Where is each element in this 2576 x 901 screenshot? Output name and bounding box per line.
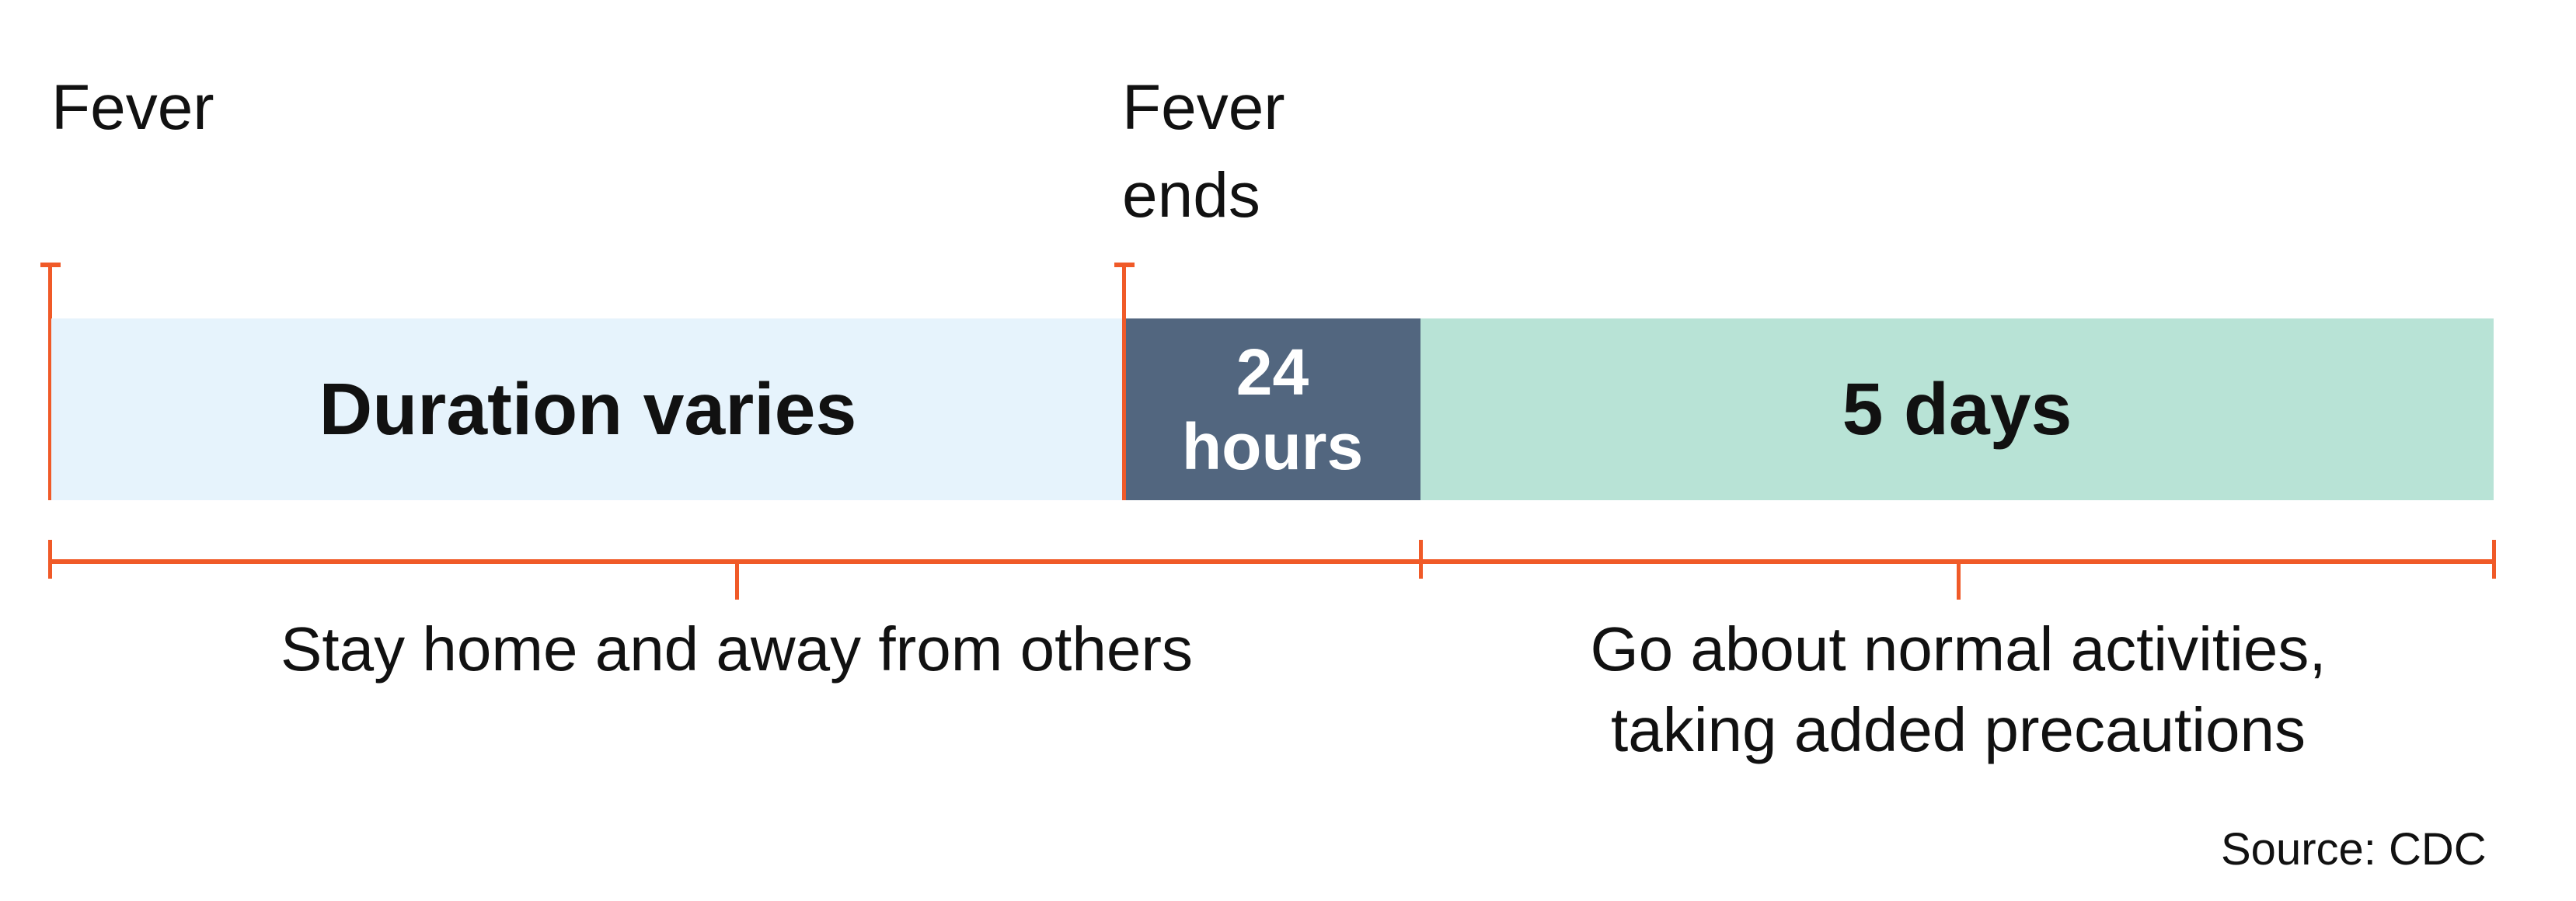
fever-ends-line-2: ends — [1122, 160, 1260, 231]
bracket-divider-tick — [1419, 540, 1423, 579]
bracket-end-tick-right — [2492, 540, 2496, 579]
segment-5-days: 5 days — [1420, 318, 2494, 500]
phase-label-line-2: taking added precautions — [1611, 695, 2306, 764]
bracket-end-tick-left — [48, 540, 52, 579]
phase-2-pointer — [1957, 559, 1961, 600]
fever-start-marker — [48, 263, 52, 500]
phase-stay-home-label: Stay home and away from others — [281, 614, 1193, 684]
phase-bracket-line — [48, 559, 2496, 564]
source-note: Source: CDC — [2221, 824, 2487, 875]
segment-24-hours: 24 hours — [1124, 318, 1420, 500]
segment-label-line-1: 24 — [1236, 336, 1309, 409]
phase-normal-activities-label: Go about normal activities, taking added… — [1590, 609, 2326, 771]
fever-ends-marker — [1122, 263, 1126, 500]
fever-start-label: Fever — [51, 72, 214, 143]
phase-1-pointer — [735, 559, 739, 600]
fever-ends-line-1: Fever — [1122, 72, 1285, 143]
segment-duration-varies: Duration varies — [51, 318, 1124, 500]
fever-start-marker-cap — [40, 263, 61, 267]
fever-ends-label: Fever ends — [1122, 64, 1285, 239]
phase-label-line-1: Go about normal activities, — [1590, 614, 2327, 684]
segment-label: Duration varies — [319, 367, 857, 450]
segment-label: 5 days — [1842, 367, 2072, 450]
segment-label-line-2: hours — [1181, 410, 1364, 483]
